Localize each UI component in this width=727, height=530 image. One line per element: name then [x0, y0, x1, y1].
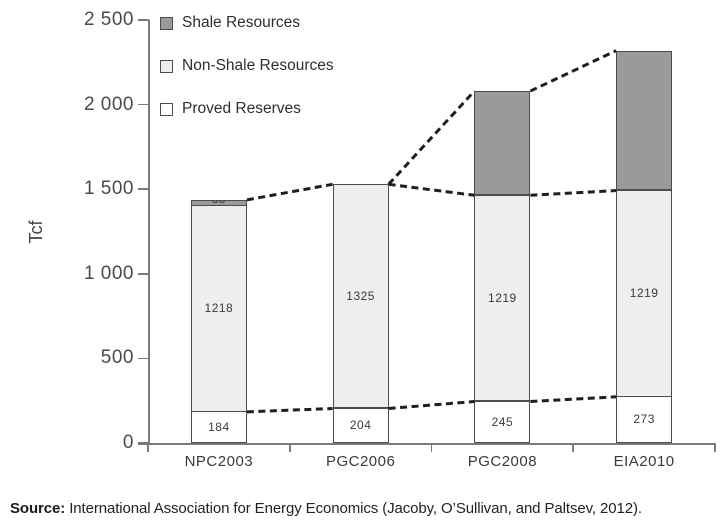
bar-segment-proved-reserves: [475, 400, 530, 442]
segment-divider: [333, 407, 388, 409]
x-axis-label-eia2010: EIA2010: [613, 453, 675, 470]
x-tick: [714, 443, 716, 452]
bar-segment-proved-reserves: [191, 410, 246, 442]
y-tick-label: 2 500: [83, 9, 134, 30]
bar-segment-shale-resources: [191, 200, 246, 207]
connector-line: [529, 49, 617, 93]
bar-value-label: 1325: [346, 288, 375, 303]
legend-label: Shale Resources: [182, 14, 301, 31]
bar-value-label: 184: [208, 419, 230, 434]
x-axis-label-pgc2006: PGC2006: [325, 453, 396, 470]
source-text: International Association for Energy Eco…: [65, 500, 642, 517]
legend-swatch-icon: [160, 102, 173, 116]
y-tick-label: 0: [122, 432, 134, 453]
bar-segment-non-shale-resources: [617, 189, 672, 398]
bar-segment-shale-resources: [475, 92, 530, 196]
bar-segment-shale-resources: [617, 51, 672, 192]
segment-divider: [617, 189, 672, 192]
segment-divider: [475, 400, 530, 403]
connector-line: [388, 400, 475, 410]
connector-line: [530, 395, 617, 404]
y-tick: [137, 103, 149, 106]
y-tick: [137, 442, 149, 444]
connector-line: [246, 406, 333, 414]
bar-segment-non-shale-resources: [475, 194, 530, 403]
connector-line: [387, 90, 476, 186]
x-axis-label-npc2003: NPC2003: [184, 453, 254, 470]
bar-segment-non-shale-resources: [333, 185, 388, 409]
y-tick: [137, 19, 149, 21]
legend-item-proved-reserves: Proved Reserves: [160, 99, 334, 119]
y-tick-label: 1 000: [83, 262, 134, 284]
bar-pgc2008: 245 1219: [474, 91, 531, 443]
bar-segment-non-shale-resources: [191, 204, 246, 413]
bar-value-label: 1219: [629, 286, 659, 301]
y-tick: [137, 188, 149, 190]
legend-swatch-icon: [160, 16, 173, 30]
x-axis-line: [138, 443, 715, 445]
x-axis-label-pgc2008: PGC2008: [467, 453, 538, 470]
source-label: Source:: [10, 500, 66, 517]
connector-line: [530, 189, 617, 197]
connector-line: [388, 182, 475, 197]
y-tick-label: 2 000: [83, 93, 134, 115]
x-tick: [288, 443, 291, 452]
legend-label: Proved Reserves: [182, 100, 301, 117]
y-tick-label: 500: [100, 347, 134, 369]
segment-divider: [617, 395, 672, 398]
connector-line: [246, 182, 333, 202]
bar-value-label: 273: [633, 412, 655, 427]
x-tick: [430, 443, 433, 452]
segment-divider: [191, 204, 246, 207]
legend-item-shale-resources: Shale Resources: [160, 13, 334, 33]
y-axis-title: Tcf: [26, 220, 46, 244]
legend-label: Non-Shale Resources: [182, 57, 334, 74]
x-tick: [147, 443, 149, 452]
bar-eia2010: 273 1219: [616, 50, 673, 443]
segment-divider: [475, 194, 530, 196]
bar-npc2003: 184 1218 35: [190, 199, 247, 443]
y-tick: [137, 357, 149, 360]
legend-swatch-icon: [160, 59, 173, 73]
y-axis-line: [148, 20, 150, 444]
x-tick: [572, 443, 575, 452]
legend-item-non-shale-resources: Non-Shale Resources: [160, 56, 334, 76]
bar-value-label: 35: [192, 201, 246, 207]
bar-segment-proved-reserves: [333, 407, 388, 442]
segment-divider: [191, 410, 246, 413]
bar-value-label: 204: [349, 418, 372, 433]
bar-value-label: 1219: [488, 290, 517, 305]
bar-pgc2006: 204 1325: [332, 184, 389, 443]
y-tick: [137, 273, 149, 275]
bar-segment-proved-reserves: [617, 395, 672, 442]
y-tick-label: 1 500: [83, 178, 134, 200]
bar-value-label: 1218: [204, 301, 234, 316]
legend: Shale Resources Non-Shale Resources Proved…: [160, 13, 334, 119]
source-note: Source: International Association for En…: [10, 500, 725, 517]
bar-value-label: 245: [491, 414, 514, 429]
